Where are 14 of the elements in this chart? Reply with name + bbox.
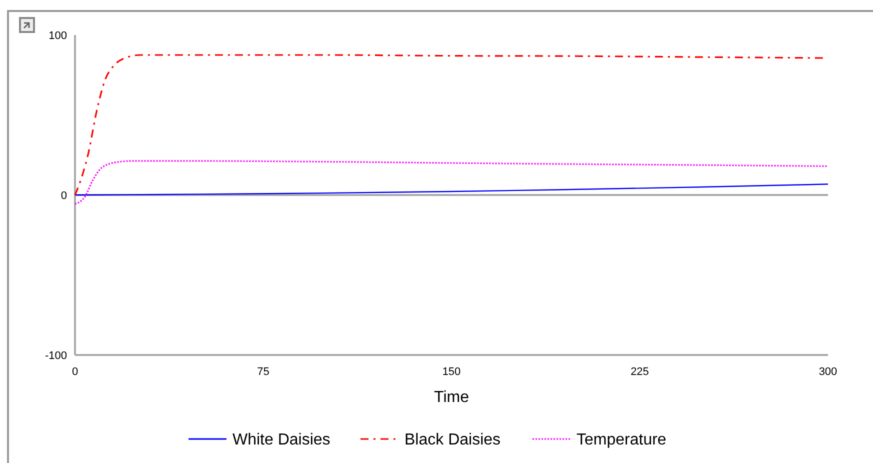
x-tick-label: 0 [72,366,78,378]
x-tick-label: 225 [630,366,649,378]
y-tick-label: 100 [48,30,67,42]
x-tick-label: 300 [818,366,838,378]
y-tick-label: -100 [44,350,67,362]
legend-label: Black Daisies [404,432,501,449]
line-series [74,184,829,196]
x-axis-title: Time [434,389,470,406]
y-tick-label: 0 [60,190,67,202]
legend-label: Temperature [576,432,666,449]
legend-label: White Daisies [232,432,330,449]
x-tick-label: 150 [442,366,461,378]
x-tick-label: 75 [257,366,270,378]
line-series [74,160,829,205]
